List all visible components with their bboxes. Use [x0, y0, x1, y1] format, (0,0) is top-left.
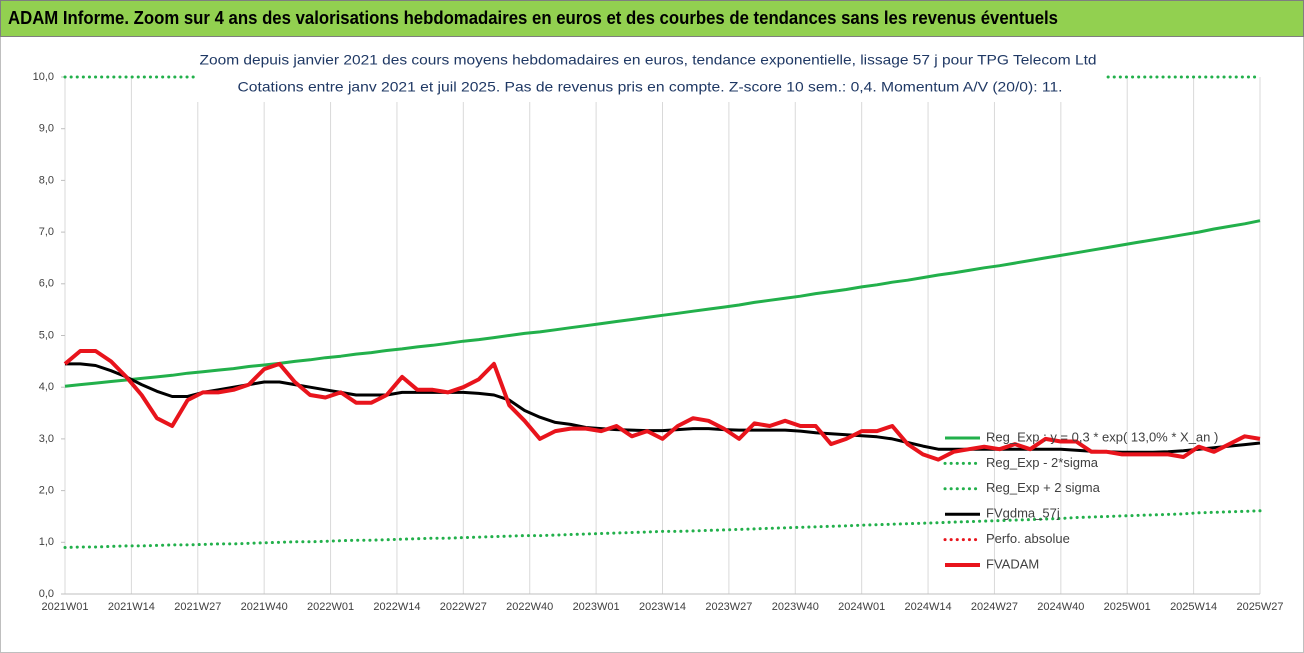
legend-label: Reg_Exp : y = 0,3 * exp( 13,0% * X_an ): [986, 429, 1218, 444]
x-tick-label: 2021W14: [108, 601, 155, 613]
x-tick-label: 2021W01: [41, 601, 88, 613]
x-tick-label: 2025W01: [1104, 601, 1151, 613]
x-tick-label: 2024W40: [1037, 601, 1084, 613]
y-tick-label: 8,0: [39, 174, 54, 186]
subtitle-box: [196, 44, 1104, 102]
x-tick-label: 2023W14: [639, 601, 686, 613]
y-tick-label: 10,0: [33, 71, 54, 83]
subtitle: Zoom depuis janvier 2021 des cours moyen…: [200, 52, 1097, 68]
legend-label: FVADAM: [986, 556, 1039, 571]
x-tick-label: 2022W40: [506, 601, 553, 613]
header: [0, 0, 1304, 37]
x-tick-label: 2023W40: [772, 601, 819, 613]
legend-label: Reg_Exp - 2*sigma: [986, 455, 1099, 470]
x-tick-label: 2025W27: [1236, 601, 1283, 613]
y-tick-label: 3,0: [39, 433, 54, 445]
x-tick-label: 2022W14: [373, 601, 420, 613]
chart-title: ADAM Informe. Zoom sur 4 ans des valoris…: [8, 8, 1058, 28]
y-tick-label: 2,0: [39, 485, 54, 497]
legend-label: FVgdma_57j: [986, 506, 1060, 521]
x-tick-label: 2024W14: [905, 601, 952, 613]
x-tick-label: 2021W40: [241, 601, 288, 613]
subtitle: Cotations entre janv 2021 et juil 2025. …: [238, 79, 1063, 95]
y-tick-label: 4,0: [39, 381, 54, 393]
y-tick-label: 7,0: [39, 226, 54, 238]
y-tick-label: 6,0: [39, 278, 54, 290]
x-tick-label: 2025W14: [1170, 601, 1217, 613]
plot-area: 2021W01 2021W14 2021W27 2021W40 2022W01 2022W…: [33, 71, 1284, 613]
legend-label: Perfo. absolue: [986, 531, 1070, 546]
x-tick-label: 2024W27: [971, 601, 1018, 613]
x-tick-label: 2022W01: [307, 601, 354, 613]
series-line: [64, 219, 1261, 388]
legend: Reg_Exp : y = 0,3 * exp( 13,0% * X_an ) R…: [943, 429, 1218, 571]
x-tick-label: 2022W27: [440, 601, 487, 613]
series-line: [63, 349, 1261, 462]
x-tick-label: 2024W01: [838, 601, 885, 613]
y-tick-label: 0,0: [39, 588, 54, 600]
legend-label: Reg_Exp + 2 sigma: [986, 480, 1101, 495]
x-tick-label: 2023W01: [573, 601, 620, 613]
series-line: [63, 509, 1262, 549]
x-tick-label: 2021W27: [174, 601, 221, 613]
y-tick-label: 5,0: [39, 329, 54, 341]
x-tick-label: 2023W27: [705, 601, 752, 613]
series-line: [65, 362, 1261, 454]
y-tick-label: 9,0: [39, 123, 54, 135]
y-tick-label: 1,0: [39, 536, 54, 548]
